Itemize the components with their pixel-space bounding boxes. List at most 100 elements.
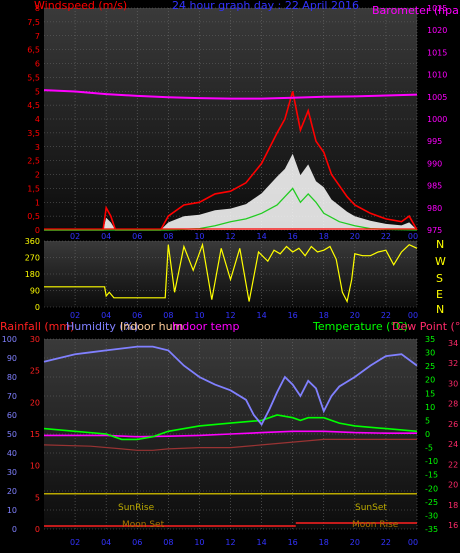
rain-tick-label: 30 bbox=[30, 335, 40, 344]
x-tick-label: 08 bbox=[163, 311, 173, 320]
x-tick-label: 18 bbox=[319, 538, 329, 547]
humidity-tick-label: 60 bbox=[7, 411, 17, 420]
direction-tick-label: 360 bbox=[25, 237, 40, 246]
compass-s: S bbox=[436, 272, 443, 285]
wind-tick-label: 7,5 bbox=[27, 18, 40, 27]
wind-tick-label: 4,5 bbox=[27, 101, 40, 110]
compass-n-top: N bbox=[436, 238, 444, 251]
x-tick-label: 04 bbox=[101, 311, 111, 320]
direction-grid bbox=[44, 240, 418, 308]
legend-humidity: Humidity (%) bbox=[66, 320, 138, 333]
dew-tick-label: 32 bbox=[448, 359, 458, 368]
temp-grid bbox=[44, 338, 418, 530]
legend-temperature: Temperature (°C) bbox=[312, 320, 408, 333]
x-tick-label: 10 bbox=[194, 232, 204, 241]
rain-tick-label: 5 bbox=[35, 493, 40, 502]
x-tick-label: 00 bbox=[408, 538, 418, 547]
x-tick-label: 18 bbox=[319, 232, 329, 241]
legend-rainfall: Rainfall (mm) bbox=[0, 320, 74, 333]
humidity-tick-label: 90 bbox=[7, 354, 17, 363]
baro-tick-label: 1010 bbox=[427, 71, 447, 80]
wind-direction-line bbox=[44, 242, 418, 304]
baro-tick-label: 985 bbox=[427, 182, 442, 191]
x-tick-label: 08 bbox=[163, 232, 173, 241]
x-tick-label: 16 bbox=[288, 538, 298, 547]
wind-tick-label: 2,5 bbox=[27, 157, 40, 166]
dew-tick-label: 22 bbox=[448, 460, 458, 469]
direction-tick-label: 180 bbox=[25, 270, 40, 279]
dew-tick-label: 30 bbox=[448, 379, 458, 388]
baro-tick-label: 1000 bbox=[427, 115, 447, 124]
wind-tick-label: 4 bbox=[35, 115, 40, 124]
wind-tick-label: 6 bbox=[35, 60, 40, 69]
temp-tick-label: 20 bbox=[425, 376, 435, 385]
temp-tick-label: 15 bbox=[425, 389, 435, 398]
baro-tick-label: 1020 bbox=[427, 26, 447, 35]
dew-tick-label: 18 bbox=[448, 501, 458, 510]
dew-tick-label: 20 bbox=[448, 481, 458, 490]
x-tick-label: 12 bbox=[225, 232, 235, 241]
temp-series bbox=[43, 345, 418, 527]
temp-tick-label: -30 bbox=[425, 511, 438, 520]
header-windspeed: Windspeed (m/s) bbox=[34, 0, 127, 12]
baro-tick-label: 975 bbox=[427, 226, 442, 235]
wind-tick-label: 5 bbox=[35, 87, 40, 96]
dew-tick-label: 26 bbox=[448, 420, 458, 429]
x-tick-label: 00 bbox=[408, 232, 418, 241]
direction-tick-label: 90 bbox=[30, 287, 40, 296]
wind-tick-label: 1,5 bbox=[27, 184, 40, 193]
barometer-line bbox=[43, 89, 418, 100]
direction-tick-label: 0 bbox=[35, 303, 40, 312]
rain-tick-label: 10 bbox=[30, 462, 40, 471]
humidity-tick-label: 50 bbox=[7, 430, 17, 439]
wind-tick-label: 0 bbox=[35, 226, 40, 235]
x-tick-label: 12 bbox=[225, 538, 235, 547]
wind-tick-label: 0,5 bbox=[27, 212, 40, 221]
temp-tick-label: 30 bbox=[425, 349, 435, 358]
x-tick-label: 14 bbox=[256, 311, 266, 320]
wind-grid bbox=[44, 7, 418, 231]
x-tick-label: 10 bbox=[194, 538, 204, 547]
sunset-label: SunSet bbox=[355, 503, 387, 513]
temp-tick-label: 5 bbox=[425, 416, 430, 425]
indoor-temp-line bbox=[44, 430, 417, 438]
baro-tick-label: 1005 bbox=[427, 93, 447, 102]
humidity-tick-label: 0 bbox=[12, 525, 17, 534]
baro-tick-label: 1025 bbox=[427, 4, 447, 13]
compass-w: W bbox=[435, 255, 446, 268]
x-tick-label: 04 bbox=[101, 538, 111, 547]
x-tick-label: 06 bbox=[132, 538, 142, 547]
baro-tick-label: 1015 bbox=[427, 48, 447, 57]
humidity-tick-label: 70 bbox=[7, 392, 17, 401]
x-tick-label: 18 bbox=[319, 311, 329, 320]
wind-tick-label: 5,5 bbox=[27, 73, 40, 82]
x-tick-label: 22 bbox=[381, 232, 391, 241]
temperature-line bbox=[43, 414, 418, 441]
direction-tick-label: 270 bbox=[25, 254, 40, 263]
dew-tick-label: 28 bbox=[448, 400, 458, 409]
humidity-tick-label: 80 bbox=[7, 373, 17, 382]
header-title: 24 hour graph day : 22 April 2016 bbox=[172, 0, 359, 12]
x-tick-label: 20 bbox=[350, 311, 360, 320]
x-tick-label: 16 bbox=[288, 232, 298, 241]
legend-dew-point: Dew Point (°C) bbox=[392, 320, 460, 333]
wind-gust-area bbox=[44, 153, 417, 230]
temp-tick-label: -35 bbox=[425, 525, 438, 534]
humidity-tick-label: 100 bbox=[2, 335, 17, 344]
dew-point-line bbox=[43, 438, 417, 451]
header-barometer: Barometer (hpa) bbox=[372, 4, 460, 17]
x-tick-label: 14 bbox=[256, 232, 266, 241]
rain-tick-label: 25 bbox=[30, 367, 40, 376]
x-tick-label: 08 bbox=[163, 538, 173, 547]
temp-tick-label: 25 bbox=[425, 362, 435, 371]
x-tick-label: 02 bbox=[70, 538, 80, 547]
temp-tick-label: 35 bbox=[425, 335, 435, 344]
wind-average-line bbox=[44, 187, 418, 231]
wind-tick-label: 3,5 bbox=[27, 129, 40, 138]
moonrise-label: Moon Rise bbox=[352, 520, 399, 530]
humidity-tick-label: 20 bbox=[7, 487, 17, 496]
rain-tick-label: 0 bbox=[35, 525, 40, 534]
wind-tick-label: 2 bbox=[35, 171, 40, 180]
temp-tick-label: -25 bbox=[425, 498, 438, 507]
